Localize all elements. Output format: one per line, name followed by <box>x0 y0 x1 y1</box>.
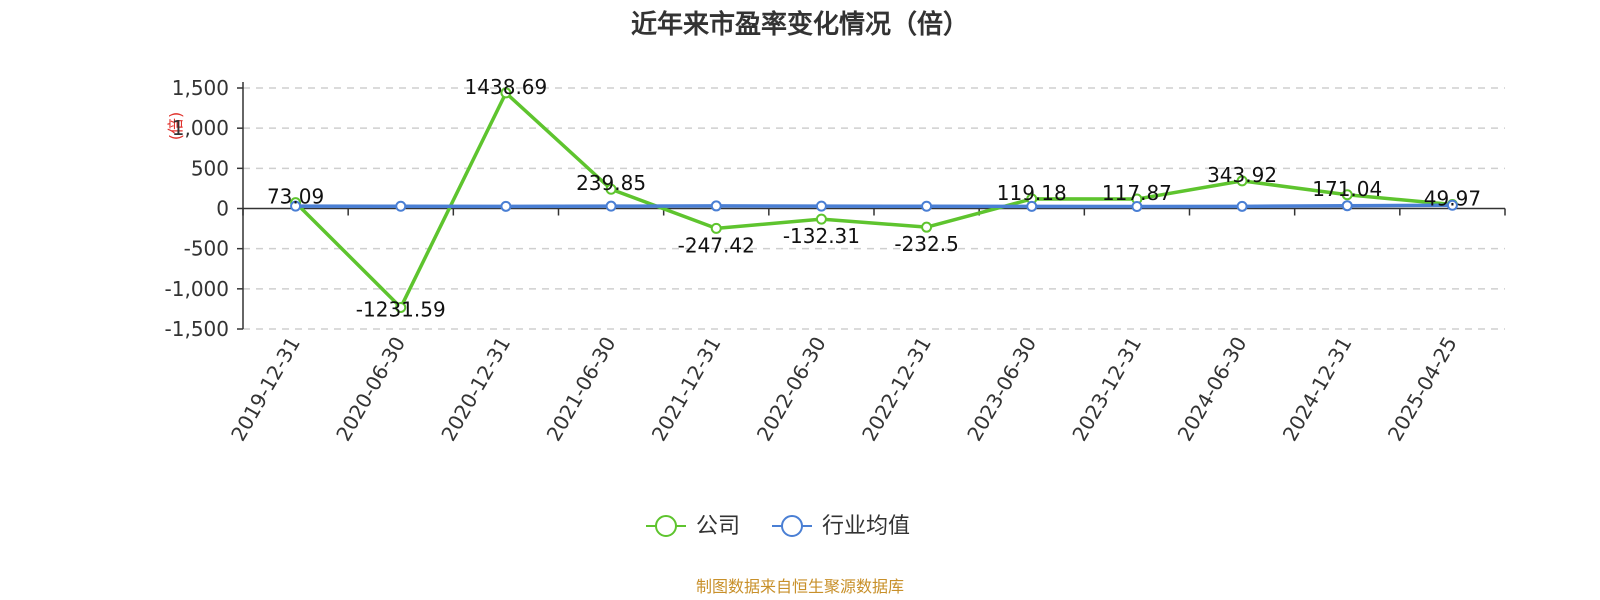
legend-label: 行业均值 <box>822 514 910 539</box>
x-tick-label: 2022-12-31 <box>857 332 936 445</box>
data-point <box>1341 200 1353 212</box>
x-tick-label: 2025-04-25 <box>1383 333 1462 446</box>
legend-swatch-marker <box>655 515 677 537</box>
data-point <box>1131 200 1143 212</box>
legend-item-company[interactable]: 公司 <box>646 514 740 539</box>
data-point <box>1026 200 1038 212</box>
x-tick-label: 2021-06-30 <box>542 333 621 446</box>
data-point <box>1341 189 1353 201</box>
data-label: -247.42 <box>678 233 755 257</box>
x-tick-label: 2022-06-30 <box>752 333 831 446</box>
y-tick-label: -500 <box>184 237 229 261</box>
legend-swatch-marker <box>781 515 803 537</box>
data-point <box>605 183 617 195</box>
data-point <box>710 200 722 212</box>
source-note: 制图数据来自恒生聚源数据库 <box>696 577 904 596</box>
y-tick-label: -1,500 <box>165 317 229 341</box>
data-label: -232.5 <box>894 232 958 256</box>
y-tick-label: 0 <box>216 197 229 221</box>
data-point <box>500 200 512 212</box>
y-tick-label: 1,000 <box>172 116 229 140</box>
x-tick-label: 2019-12-31 <box>226 333 305 446</box>
y-axis-unit-label: (倍) <box>166 112 185 141</box>
data-label: 239.85 <box>576 171 646 195</box>
data-point <box>921 200 933 212</box>
y-tick-label: 1,500 <box>172 76 229 100</box>
x-tick-label: 2023-12-31 <box>1067 333 1146 446</box>
data-point <box>1236 200 1248 212</box>
x-tick-label: 2024-06-30 <box>1173 333 1252 446</box>
grid-lines <box>243 87 1505 330</box>
series-layer <box>290 87 1458 313</box>
legend[interactable]: 公司 行业均值 <box>646 514 910 539</box>
y-tick-label: -1,000 <box>165 277 229 301</box>
data-label: 49.97 <box>1424 186 1481 210</box>
y-tick-label: 500 <box>191 156 229 180</box>
series-industry-average <box>290 199 1458 212</box>
series-line <box>295 203 1453 209</box>
data-point <box>1236 175 1248 187</box>
data-point <box>395 301 407 313</box>
legend-item-industry-average[interactable]: 行业均值 <box>772 514 910 539</box>
series-line <box>294 91 1453 310</box>
x-tick-label: 2023-06-30 <box>962 333 1041 446</box>
y-axis-ticks: 1,500 1,000 500 0 -500 -1,000 -1,500 <box>165 76 243 341</box>
data-label: 119.18 <box>997 181 1067 205</box>
data-point <box>1446 199 1458 211</box>
data-label: -132.31 <box>783 224 860 248</box>
x-axis-ticks: 2019-12-31 2020-06-30 2020-12-31 2021-06-30… <box>226 208 1506 446</box>
x-tick-label: 2024-12-31 <box>1278 333 1357 446</box>
legend-label: 公司 <box>696 514 740 539</box>
series-company <box>290 87 1458 313</box>
data-label: 1438.69 <box>465 75 548 99</box>
data-point <box>815 213 827 225</box>
data-point <box>395 200 407 212</box>
data-point <box>500 87 512 99</box>
data-point <box>815 200 827 212</box>
data-label: 343.92 <box>1207 163 1277 187</box>
chart-title: 近年来市盈率变化情况（倍） <box>631 9 969 40</box>
data-label: -1231.59 <box>356 297 446 321</box>
x-tick-label: 2020-06-30 <box>331 333 410 446</box>
data-label: 171.04 <box>1312 177 1382 201</box>
data-point <box>290 200 302 212</box>
data-labels: 73.09 -1231.59 1438.69 239.85 -247.42 -132.31… <box>267 75 1481 322</box>
x-tick-label: 2020-12-31 <box>436 332 515 445</box>
x-tick-label: 2021-12-31 <box>647 333 726 446</box>
data-point <box>710 222 722 234</box>
data-point <box>605 200 617 212</box>
data-label: 117.87 <box>1102 181 1172 205</box>
data-label: 73.09 <box>267 185 324 209</box>
data-point <box>921 221 933 233</box>
